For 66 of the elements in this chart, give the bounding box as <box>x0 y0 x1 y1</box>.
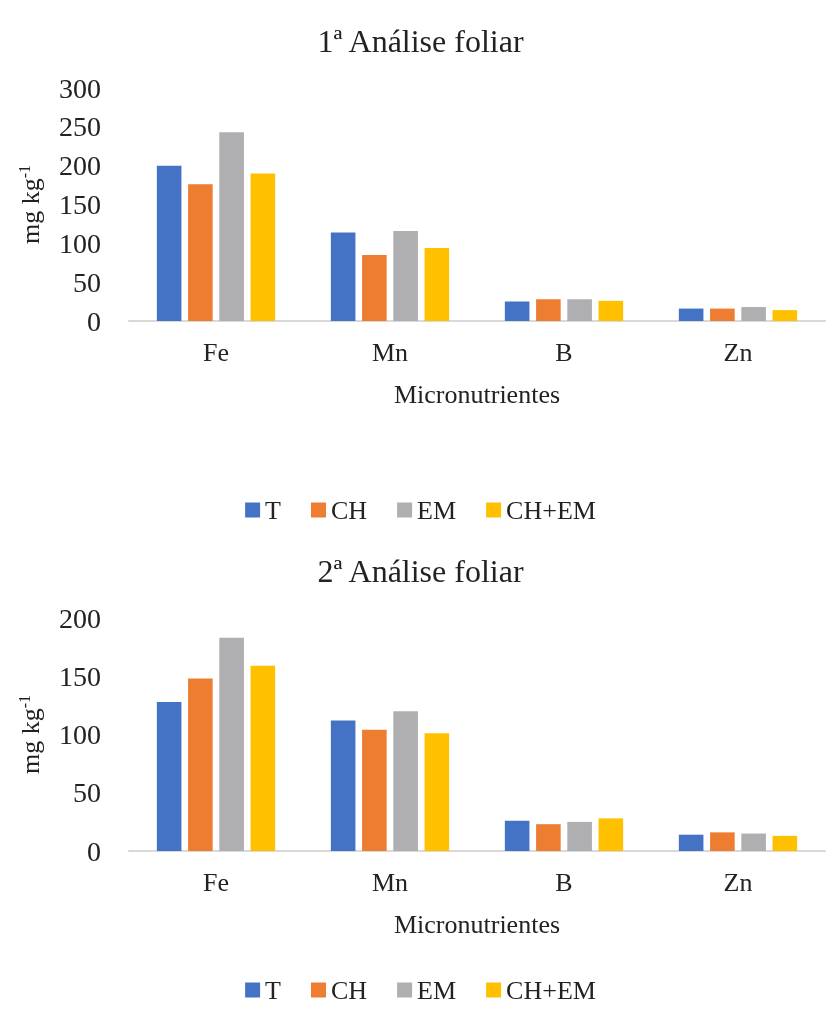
bar <box>536 299 561 321</box>
bar <box>250 665 276 851</box>
x-tick-label: Mn <box>371 867 409 897</box>
bar <box>393 230 418 321</box>
x-axis-title: Micronutrientes <box>393 379 561 409</box>
y-tick-label: 250 <box>59 111 101 143</box>
bar <box>219 132 244 321</box>
bar <box>772 310 798 321</box>
chart-title: 1ª Análise foliar <box>317 23 524 59</box>
y-tick-label: 0 <box>87 305 101 337</box>
x-tick-label: Zn <box>723 867 753 897</box>
x-tick-label: Mn <box>371 337 409 367</box>
y-tick-label: 50 <box>73 777 101 809</box>
legend-label: EM <box>417 495 457 525</box>
legend-label: CH+EM <box>506 495 596 525</box>
y-tick-label: 150 <box>59 189 101 220</box>
bar <box>741 833 766 851</box>
legend-label: CH+EM <box>506 975 596 1005</box>
bar <box>710 832 735 851</box>
bar <box>219 637 244 851</box>
bar <box>330 232 356 321</box>
bar <box>536 824 561 851</box>
bar <box>362 254 387 321</box>
y-tick-label: 200 <box>59 602 101 634</box>
legend-label: CH <box>330 495 368 525</box>
chart-title: 2ª Análise foliar <box>317 553 524 589</box>
bar <box>424 733 450 851</box>
bar <box>567 299 592 321</box>
bar <box>188 678 213 851</box>
bar <box>424 247 450 321</box>
bar <box>250 173 276 321</box>
x-tick-label: Fe <box>203 337 229 367</box>
bar <box>156 165 182 321</box>
x-axis-title: Micronutrientes <box>393 909 561 939</box>
y-tick-label: 100 <box>59 719 101 750</box>
y-axis-title: mg kg-1 <box>15 164 45 245</box>
bar <box>156 701 182 851</box>
legend-label: T <box>265 975 282 1005</box>
legend-label: EM <box>417 975 457 1005</box>
y-tick-label: 50 <box>73 266 101 298</box>
bar <box>598 818 624 851</box>
y-tick-label: 100 <box>59 227 101 259</box>
x-tick-label: B <box>555 337 573 367</box>
y-tick-label: 0 <box>87 835 101 867</box>
y-axis-title: mg kg-1 <box>15 694 45 775</box>
bar <box>710 308 735 321</box>
x-tick-label: Fe <box>203 867 229 897</box>
x-tick-label: Zn <box>723 337 753 367</box>
bar <box>598 300 624 321</box>
y-tick-label: 200 <box>59 150 101 182</box>
bar <box>741 307 766 321</box>
bar <box>362 729 387 851</box>
y-tick-label: 150 <box>59 660 101 692</box>
y-tick-label: 300 <box>59 72 101 104</box>
legend-label: CH <box>330 975 368 1005</box>
bar <box>393 711 418 851</box>
bar <box>504 301 530 321</box>
x-tick-label: B <box>555 867 573 897</box>
bar <box>772 835 798 851</box>
bar <box>567 821 592 851</box>
bar <box>188 184 213 321</box>
bar <box>504 820 530 851</box>
bar <box>330 720 356 851</box>
bar <box>678 308 704 321</box>
legend-label: T <box>265 495 282 525</box>
bar <box>678 834 704 851</box>
